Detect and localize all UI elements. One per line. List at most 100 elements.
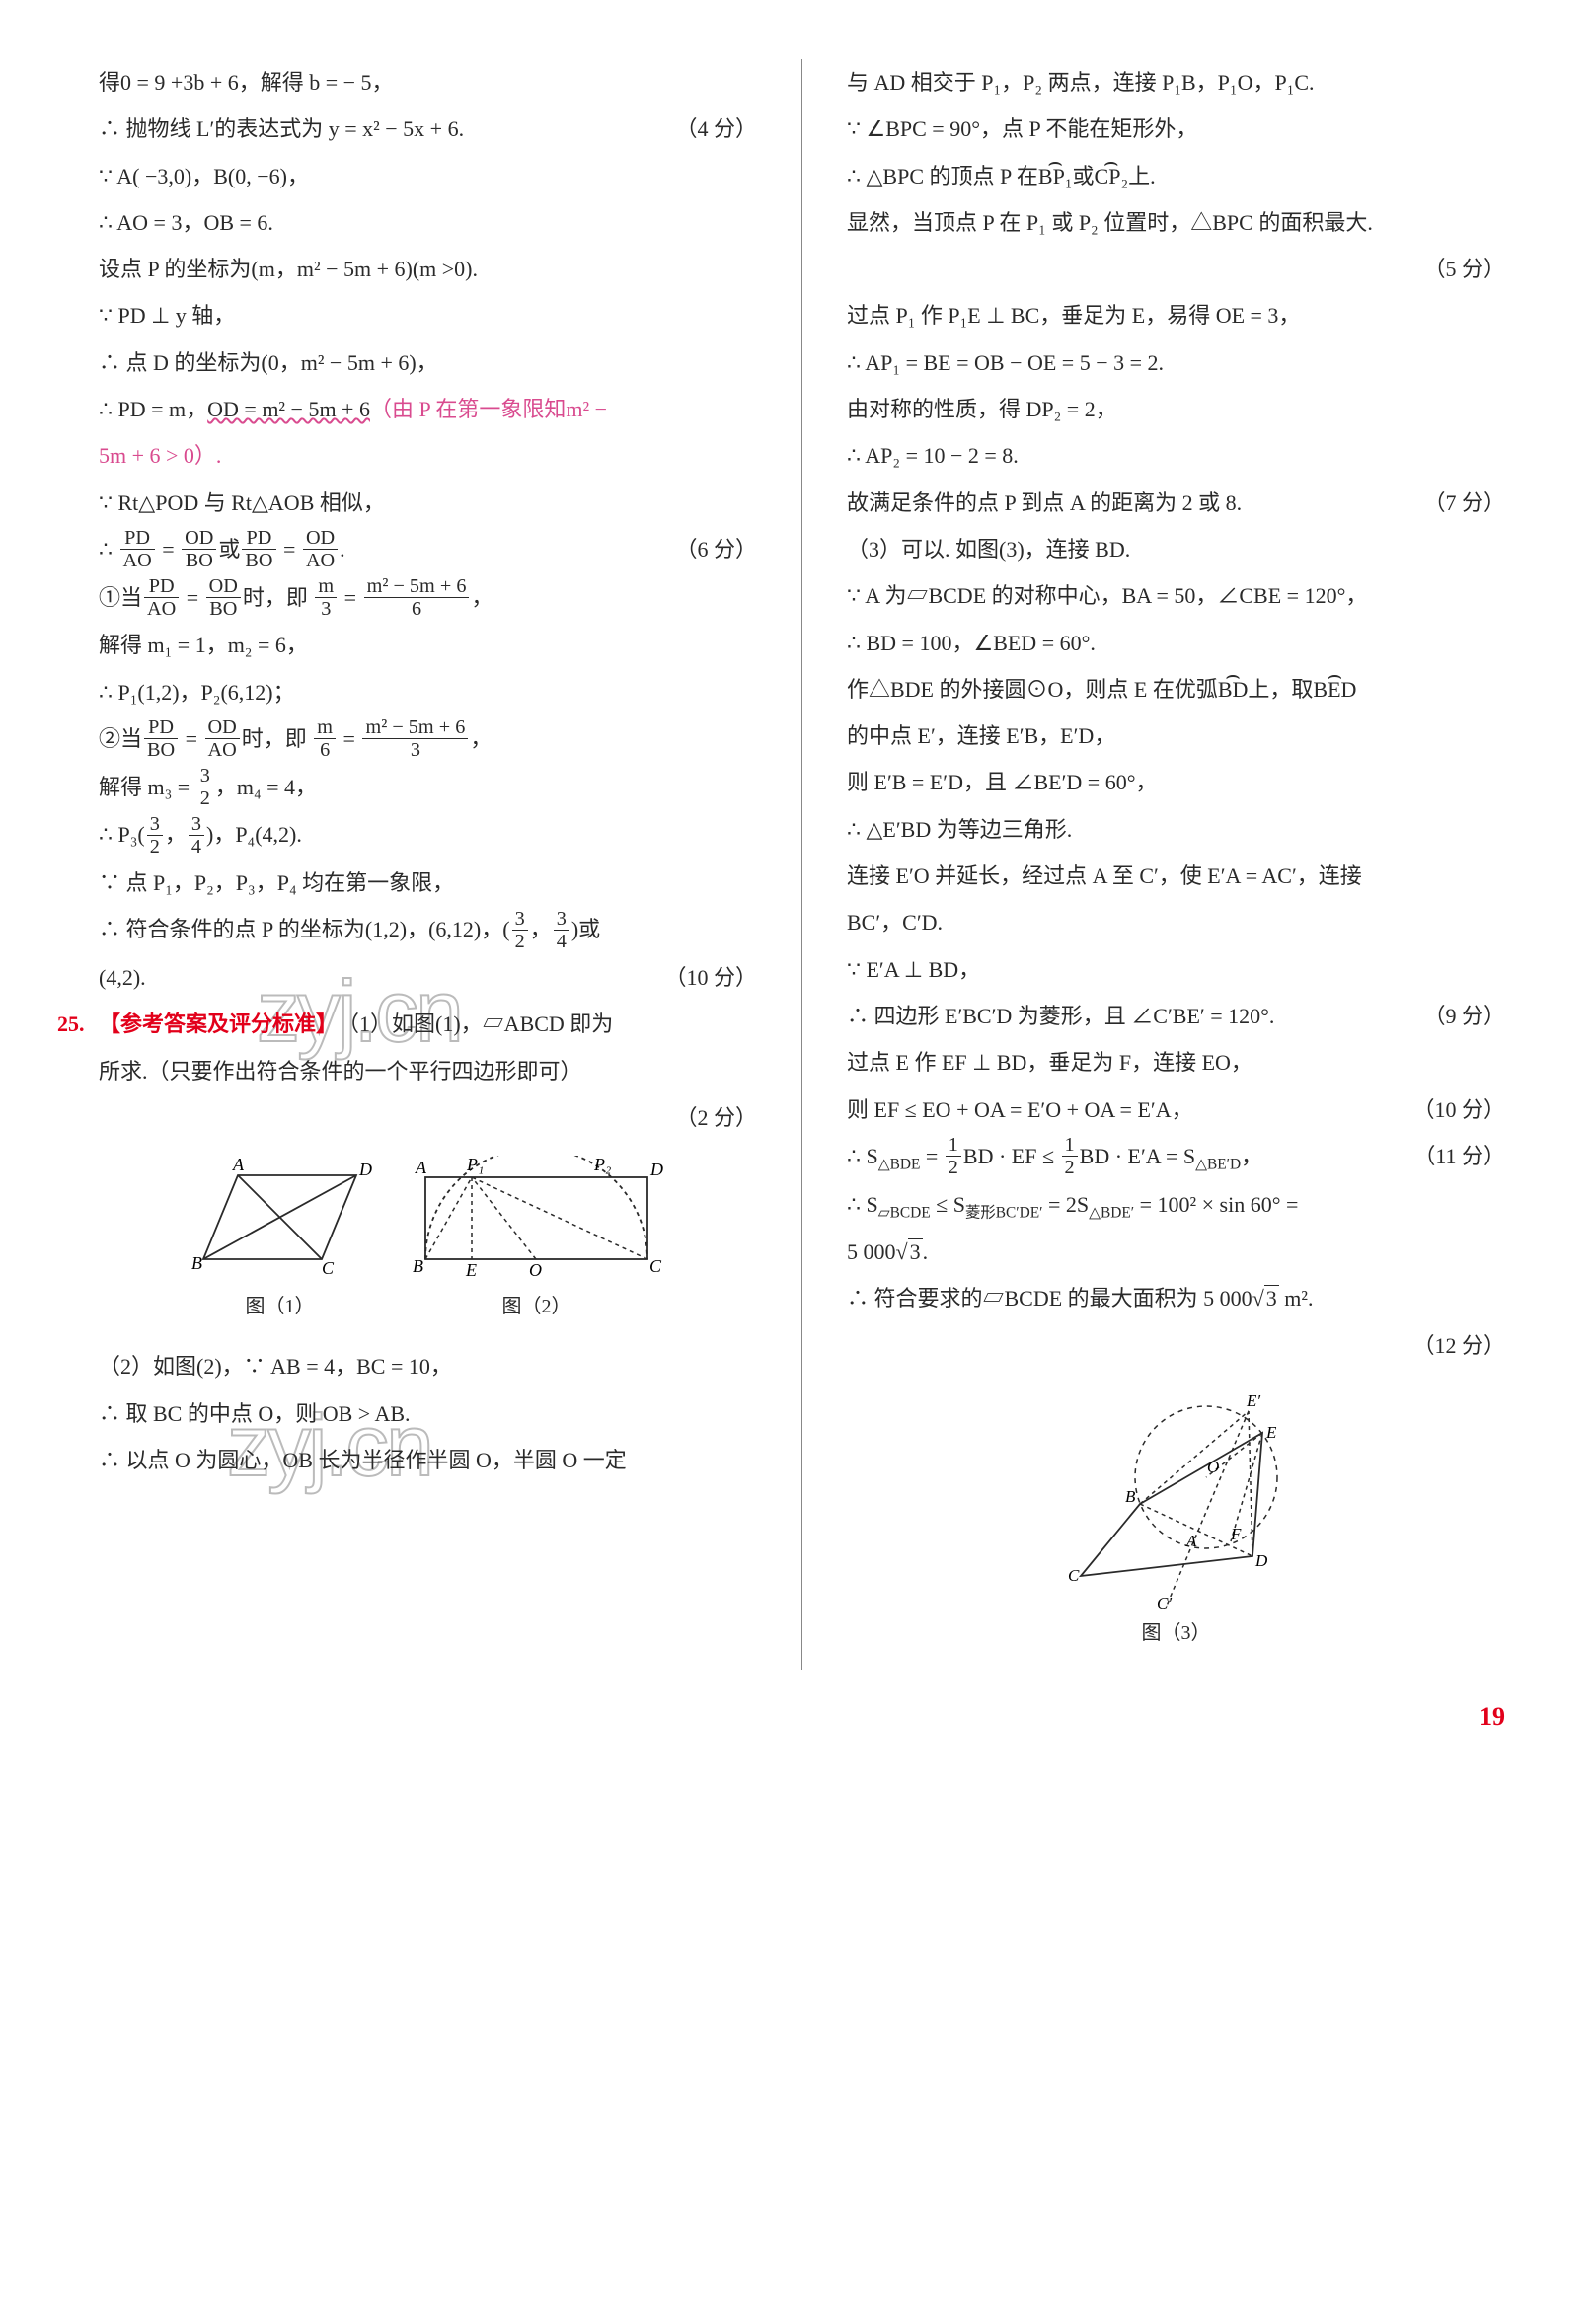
question-number: 25.: [57, 1001, 99, 1047]
text-line: ∴ △E′BD 为等边三角形.: [847, 806, 1505, 853]
score-marker: （10 分）: [664, 954, 757, 1001]
text-line: ∵ A 为▱BCDE 的对称中心，BA = 50，∠CBE = 120°，: [847, 572, 1505, 619]
svg-text:D: D: [649, 1160, 663, 1179]
text-line: 所求.（只要作出符合条件的一个平行四边形即可）: [99, 1048, 757, 1094]
arc-notation: CP₂: [1095, 153, 1129, 199]
svg-text:C: C: [1068, 1566, 1080, 1585]
text-line: ∴ 符合条件的点 P 的坐标为(1,2)，(6,12)，(32，34)或: [99, 906, 757, 954]
text-line: （3）可以. 如图(3)，连接 BD.: [847, 526, 1505, 572]
arc-notation: BD: [1218, 666, 1249, 712]
arc-notation: BP₁: [1038, 153, 1073, 199]
fraction: ODAO: [205, 716, 240, 762]
fraction: ODAO: [303, 527, 338, 572]
svg-text:D: D: [1254, 1551, 1268, 1570]
fraction: 34: [189, 813, 204, 859]
text-line: （2）如图(2)，∵ AB = 4，BC = 10，: [99, 1343, 757, 1389]
text-line: 故满足条件的点 P 到点 A 的距离为 2 或 8.（7 分）: [847, 480, 1505, 526]
score-marker: （6 分）: [675, 526, 757, 572]
figure-1: A D B C 图（1）: [184, 1156, 376, 1328]
text-line: ∵ E′A ⊥ BD，: [847, 946, 1505, 993]
text-line: ∵ Rt△POD 与 Rt△AOB 相似，: [99, 480, 757, 526]
text-line: 显然，当顶点 P 在 P₁ 或 P₂ 位置时，△BPC 的面积最大.: [847, 199, 1505, 246]
svg-text:C′: C′: [1157, 1594, 1172, 1611]
text-line: (4,2).（10 分）: [99, 954, 757, 1001]
svg-text:O: O: [1207, 1458, 1219, 1476]
score-marker: （12 分）: [847, 1322, 1505, 1369]
fraction: 32: [147, 813, 163, 859]
fraction: 34: [554, 908, 569, 953]
fraction: PDAO: [144, 575, 179, 621]
text-line: 设点 P 的坐标为(m，m² − 5m + 6)(m >0).: [99, 246, 757, 292]
svg-text:O: O: [529, 1260, 542, 1280]
text-line: ∴ AO = 3，OB = 6.: [99, 199, 757, 246]
figure-caption: 图（2）: [401, 1286, 672, 1328]
fraction: m6: [314, 716, 336, 762]
fraction: PDBO: [242, 527, 275, 572]
question-header: 25.【参考答案及评分标准】 （1）如图(1)，▱ABCD 即为: [99, 1001, 757, 1047]
fraction: PDAO: [120, 527, 155, 572]
text-line: 解得 m₃ = 32，m₄ = 4，: [99, 764, 757, 812]
fraction: 32: [197, 765, 213, 810]
text-line: ∴ P₃(32，34)，P₄(4,2).: [99, 811, 757, 860]
score-marker: （10 分）: [1412, 1087, 1505, 1133]
text-line: ∴ S△BDE = 12BD · EF ≤ 12BD · E′A = S△BE′…: [847, 1133, 1505, 1181]
text-line: ∴ 抛物线 L′的表达式为 y = x² − 5x + 6.（4 分）: [99, 106, 757, 152]
text-line: 5 000√3.: [847, 1229, 1505, 1275]
text-line: BC′，C′D.: [847, 899, 1505, 945]
svg-text:A: A: [415, 1158, 427, 1177]
text-line: 得0 = 9 +3b + 6，解得 b = − 5，: [99, 59, 757, 106]
svg-text:F: F: [1230, 1525, 1242, 1543]
text-line: ∴ AP₁ = BE = OB − OE = 5 − 3 = 2.: [847, 339, 1505, 386]
text-line: 过点 E 作 EF ⊥ BD，垂足为 F，连接 EO，: [847, 1039, 1505, 1086]
text-line: ∵ PD ⊥ y 轴，: [99, 292, 757, 338]
rhombus-circle-diagram: E′ B E O F A D C C′: [1033, 1384, 1320, 1611]
fraction: 12: [1062, 1134, 1078, 1179]
fraction: 12: [946, 1134, 961, 1179]
right-column: 与 AD 相交于 P₁，P₂ 两点，连接 P₁B，P₁O，P₁C. ∵ ∠BPC…: [802, 59, 1505, 1670]
svg-text:E: E: [1265, 1423, 1277, 1442]
text-line: ∴ △BPC 的顶点 P 在BP₁或CP₂上.: [847, 153, 1505, 199]
text-line: ∴ AP₂ = 10 − 2 = 8.: [847, 432, 1505, 479]
text-line: ②当PDBO = ODAO时，即 m6 = m² − 5m + 63，: [99, 715, 757, 764]
fraction: m² − 5m + 66: [364, 575, 470, 621]
text-line: ∴ BD = 100，∠BED = 60°.: [847, 620, 1505, 666]
svg-text:B: B: [1125, 1487, 1136, 1506]
text-line: 作△BDE 的外接圆⊙O，则点 E 在优弧BD上，取BED: [847, 666, 1505, 712]
score-marker: （2 分）: [99, 1094, 757, 1141]
figures-row: A D B C 图（1） A P₁ P₂ D: [99, 1156, 757, 1328]
figure-caption: 图（3）: [1033, 1612, 1320, 1655]
score-marker: （11 分）: [1413, 1133, 1505, 1179]
svg-text:C: C: [322, 1258, 335, 1278]
fraction: ODBO: [182, 527, 216, 572]
text-line: ∴ 以点 O 为圆心，OB 长为半径作半圆 O，半圆 O 一定: [99, 1437, 757, 1483]
fraction: ODBO: [206, 575, 241, 621]
text-line: ∴ S▱BCDE ≤ S菱形BC′DE′ = 2S△BDE′ = 100² × …: [847, 1181, 1505, 1230]
text-line: 则 EF ≤ EO + OA = E′O + OA = E′A，（10 分）: [847, 1087, 1505, 1133]
fraction: m² − 5m + 63: [362, 716, 468, 762]
text-line: ∴ 点 D 的坐标为(0，m² − 5m + 6)，: [99, 339, 757, 386]
sqrt: 3: [1264, 1285, 1279, 1311]
svg-text:E′: E′: [1246, 1391, 1260, 1410]
figure-3-block: E′ B E O F A D C C′ 图（3）: [847, 1384, 1505, 1655]
text-line: ∴ 取 BC 的中点 O，则 OB > AB.: [99, 1390, 757, 1437]
svg-text:P₂: P₂: [593, 1156, 611, 1174]
fraction: m3: [315, 575, 337, 621]
text-line: ∴ 符合要求的▱BCDE 的最大面积为 5 000√3 m².: [847, 1275, 1505, 1321]
figure-caption: 图（1）: [184, 1286, 376, 1328]
page-number: 19: [99, 1689, 1505, 1745]
figure-2: A P₁ P₂ D B E O C 图（2）: [401, 1156, 672, 1328]
text-line: ∴ PD = m，OD = m² − 5m + 6（由 P 在第一象限知m² −: [99, 386, 757, 432]
fraction: 32: [512, 908, 528, 953]
annotation-note: 5m + 6 > 0）.: [99, 432, 757, 479]
text-line: 由对称的性质，得 DP₂ = 2，: [847, 386, 1505, 432]
fraction: PDBO: [144, 716, 178, 762]
score-marker: （9 分）: [1423, 993, 1505, 1039]
text-line: ∵ ∠BPC = 90°，点 P 不能在矩形外，: [847, 106, 1505, 152]
text-line: 过点 P₁ 作 P₁E ⊥ BC，垂足为 E，易得 OE = 3，: [847, 292, 1505, 338]
svg-text:B: B: [191, 1253, 202, 1273]
wavy-underline: OD = m² − 5m + 6: [207, 397, 370, 421]
svg-text:A: A: [1185, 1532, 1197, 1550]
svg-text:E: E: [465, 1260, 477, 1280]
text-line: ∵ 点 P₁，P₂，P₃，P₄ 均在第一象限，: [99, 860, 757, 906]
svg-text:D: D: [358, 1160, 372, 1179]
